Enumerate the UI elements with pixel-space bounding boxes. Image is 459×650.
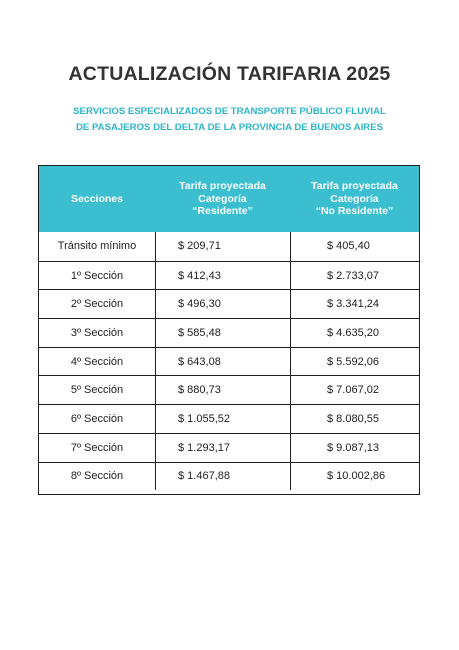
page-subtitle: SERVICIOS ESPECIALIZADOS DE TRANSPORTE P… [0, 104, 459, 136]
seccion-cell: 4º Sección [70, 355, 124, 368]
seccion-cell: 1º Sección [70, 269, 124, 282]
table-row: 3º Sección $ 585,48 $ 4.635,20 [39, 318, 419, 347]
table-row: 2º Sección $ 496,30 $ 3.341,24 [39, 289, 419, 319]
residente-cell: $ 496,30 [155, 290, 290, 319]
table-row: 1º Sección $ 412,43 $ 2.733,07 [39, 260, 419, 290]
seccion-cell: 2º Sección [70, 298, 124, 311]
residente-cell: $ 643,08 [155, 347, 290, 376]
seccion-cell: Tránsito mínimo [57, 240, 137, 253]
residente-cell: $ 1.467,88 [155, 462, 290, 491]
table-row: 6º Sección $ 1.055,52 $ 8.080,55 [39, 404, 419, 433]
no-residente-cell: $ 405,40 [290, 232, 419, 261]
no-residente-cell: $ 5.592,06 [290, 347, 419, 376]
seccion-cell: 8º Sección [70, 470, 124, 483]
table-header: Secciones Tarifa proyectada Categoría “R… [39, 166, 419, 232]
header-secciones: Secciones [71, 192, 123, 205]
no-residente-cell: $ 2.733,07 [290, 261, 419, 290]
subtitle-line-2: DE PASAJEROS DEL DELTA DE LA PROVINCIA D… [75, 122, 384, 133]
tariff-table: Secciones Tarifa proyectada Categoría “R… [38, 165, 420, 495]
table-row: 5º Sección $ 880,73 $ 7.067,02 [39, 375, 419, 405]
table-body: Tránsito mínimo $ 209,71 $ 405,40 1º Sec… [39, 232, 419, 491]
residente-cell: $ 209,71 [155, 232, 290, 261]
seccion-cell: 7º Sección [70, 441, 124, 454]
seccion-cell: 3º Sección [70, 326, 124, 339]
no-residente-cell: $ 10.002,86 [290, 462, 419, 491]
header-tarifa-residente: Tarifa proyectada Categoría “Residente” [179, 180, 266, 218]
residente-cell: $ 412,43 [155, 261, 290, 290]
table-row: 4º Sección $ 643,08 $ 5.592,06 [39, 346, 419, 376]
no-residente-cell: $ 7.067,02 [290, 376, 419, 405]
no-residente-cell: $ 3.341,24 [290, 290, 419, 319]
seccion-cell: 6º Sección [70, 412, 124, 425]
residente-cell: $ 1.055,52 [155, 405, 290, 433]
subtitle-line-1: SERVICIOS ESPECIALIZADOS DE TRANSPORTE P… [73, 106, 386, 117]
table-row: Tránsito mínimo $ 209,71 $ 405,40 [39, 232, 419, 261]
table-row: 7º Sección $ 1.293,17 $ 9.087,13 [39, 432, 419, 462]
no-residente-cell: $ 8.080,55 [290, 405, 419, 433]
residente-cell: $ 585,48 [155, 319, 290, 347]
no-residente-cell: $ 4.635,20 [290, 319, 419, 347]
seccion-cell: 5º Sección [70, 384, 124, 397]
residente-cell: $ 880,73 [155, 376, 290, 405]
no-residente-cell: $ 9.087,13 [290, 433, 419, 462]
header-tarifa-no-residente: Tarifa proyectada Categoría “No Resident… [311, 180, 398, 218]
page-title: ACTUALIZACIÓN TARIFARIA 2025 [68, 63, 391, 85]
table-row: 8º Sección $ 1.467,88 $ 10.002,86 [39, 461, 419, 491]
residente-cell: $ 1.293,17 [155, 433, 290, 462]
